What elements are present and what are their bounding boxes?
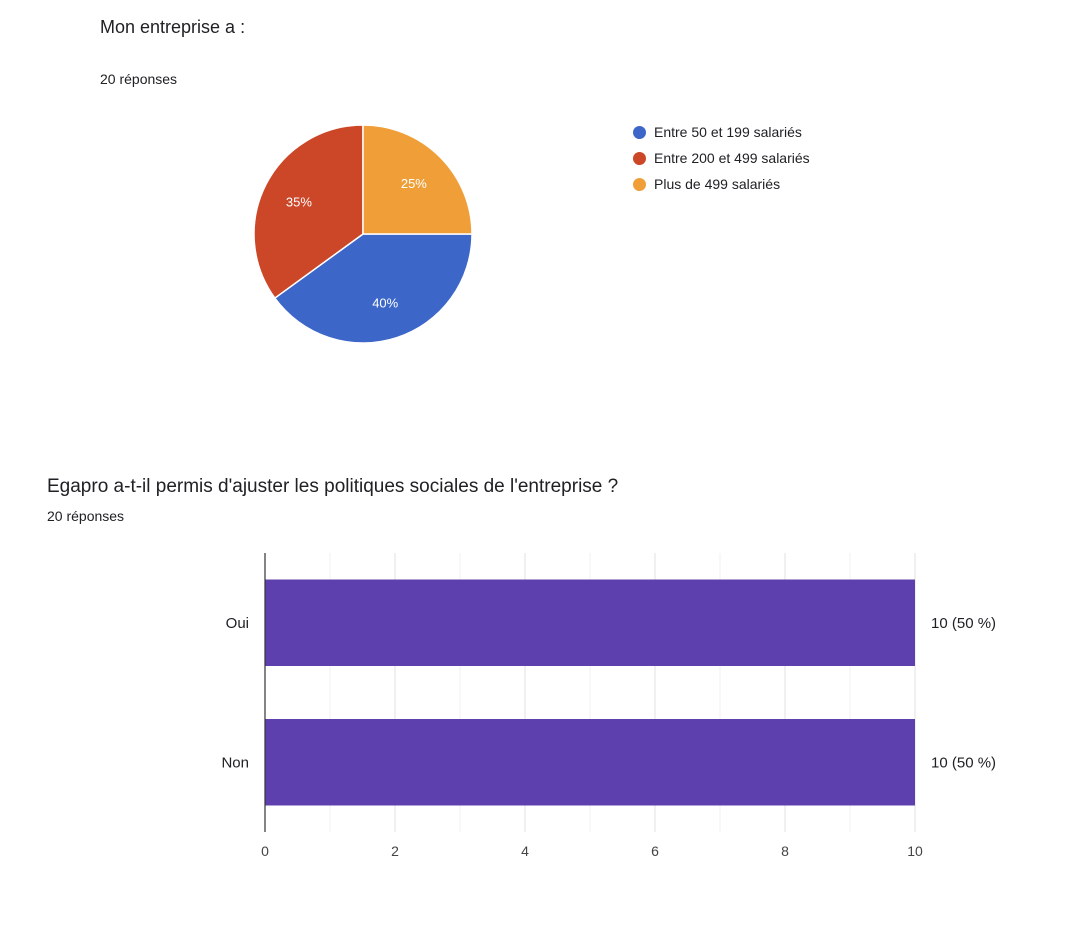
category-label: Oui <box>226 615 249 632</box>
pie-slice-1 <box>273 233 473 344</box>
pie-slice-label-1: 40% <box>372 295 398 310</box>
legend-label: Entre 200 et 499 salariés <box>654 150 810 166</box>
pie-chart-title: Mon entreprise a : <box>100 17 246 37</box>
x-tick-label: 4 <box>521 843 529 859</box>
pie-slice-2 <box>253 124 364 300</box>
x-tick-label: 8 <box>781 843 789 859</box>
legend-swatch <box>633 125 646 139</box>
legend-swatch <box>633 151 646 165</box>
legend-item-3: Plus de 499 salariés <box>633 175 810 193</box>
bar-value-label: 10 (50 %) <box>931 754 996 771</box>
legend-label: Plus de 499 salariés <box>654 176 781 192</box>
legend-item-2: Entre 200 et 499 salariés <box>633 149 810 167</box>
pie-chart: 40% 35% 25% <box>253 124 473 344</box>
x-tick-label: 0 <box>261 843 269 859</box>
bar-oui <box>265 579 915 666</box>
x-tick-label: 2 <box>391 843 399 859</box>
pie-slice-3 <box>362 124 473 235</box>
legend-label: Entre 50 et 199 salariés <box>654 124 802 140</box>
bar-chart-title: Egapro a-t-il permis d'ajuster les polit… <box>47 476 619 497</box>
bar-non <box>265 719 915 806</box>
pie-legend: Entre 50 et 199 salariés Entre 200 et 499… <box>633 123 810 201</box>
legend-swatch <box>633 177 646 191</box>
pie-slice-label-3: 25% <box>401 176 427 191</box>
legend-item-1: Entre 50 et 199 salariés <box>633 123 810 141</box>
x-tick-label: 6 <box>651 843 659 859</box>
category-label: Non <box>221 754 249 771</box>
pie-slice-label-2: 35% <box>286 194 312 209</box>
bar-value-label: 10 (50 %) <box>931 615 996 632</box>
bar-chart-response-count: 20 réponses <box>47 508 125 524</box>
x-tick-label: 10 <box>907 843 923 859</box>
pie-chart-response-count: 20 réponses <box>100 71 178 87</box>
bar-chart: 0 2 4 6 8 10 Oui 10 (50 %) Non 10 (50 %) <box>221 553 996 859</box>
